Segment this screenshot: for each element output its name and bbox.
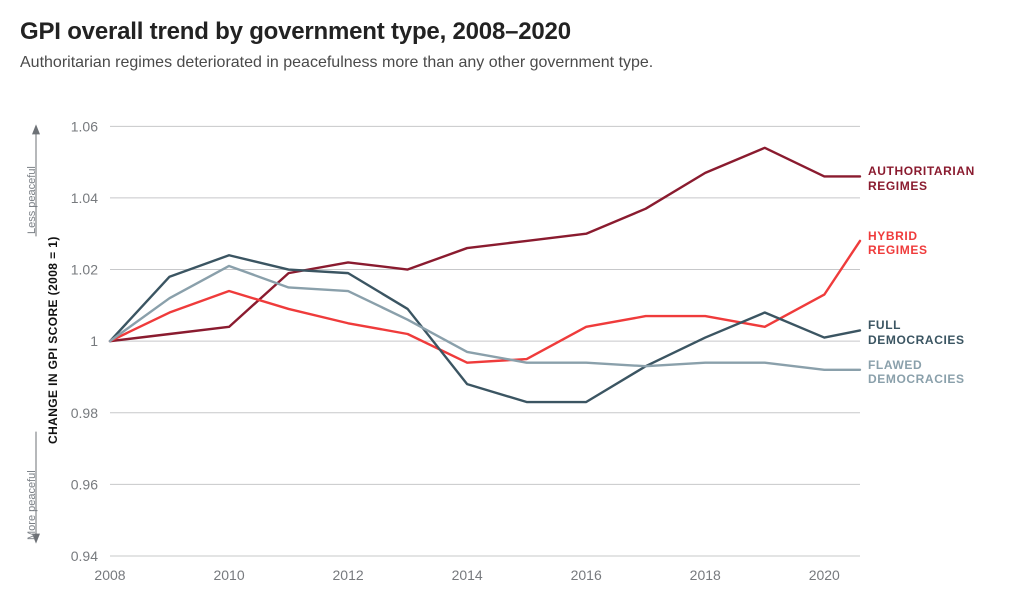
y-tick-label: 0.94 (71, 548, 98, 564)
x-tick-label: 2020 (809, 567, 840, 583)
chart-subtitle: Authoritarian regimes deteriorated in pe… (20, 54, 1004, 72)
series-line (110, 266, 860, 370)
y-tick-label: 0.96 (71, 476, 98, 492)
series-line (110, 148, 860, 341)
x-tick-label: 2018 (690, 567, 721, 583)
y-tick-label: 1.02 (71, 262, 98, 278)
x-tick-label: 2008 (94, 567, 125, 583)
series-label-flawed: FLAWEDDEMOCRACIES (868, 358, 965, 387)
x-tick-label: 2010 (213, 567, 244, 583)
y-arrow-less-peaceful: Less peaceful (26, 166, 38, 234)
series-line (110, 241, 860, 363)
series-label-hybrid: HYBRIDREGIMES (868, 229, 928, 258)
y-axis-label: CHANGE IN GPI SCORE (2008 = 1) (46, 236, 60, 444)
y-arrow-more-peaceful: More peaceful (26, 470, 38, 540)
y-tick-label: 0.98 (71, 405, 98, 421)
x-tick-label: 2014 (452, 567, 483, 583)
chart-title: GPI overall trend by government type, 20… (20, 18, 1004, 46)
chart-container: GPI overall trend by government type, 20… (0, 0, 1024, 612)
chart-area: 0.94 0.96 0.98 1 1.02 1.04 1.06 2008 2010 2012 201… (20, 96, 1004, 594)
y-tick-label: 1 (90, 333, 98, 349)
y-tick-label: 1.04 (71, 190, 98, 206)
y-tick-label: 1.06 (71, 118, 98, 134)
x-tick-label: 2016 (571, 567, 602, 583)
line-chart-svg: 0.94 0.96 0.98 1 1.02 1.04 1.06 2008 2010 2012 201… (20, 96, 1004, 594)
series-label-authoritarian: AUTHORITARIANREGIMES (868, 164, 975, 193)
x-tick-label: 2012 (333, 567, 364, 583)
series-label-full: FULLDEMOCRACIES (868, 318, 965, 347)
